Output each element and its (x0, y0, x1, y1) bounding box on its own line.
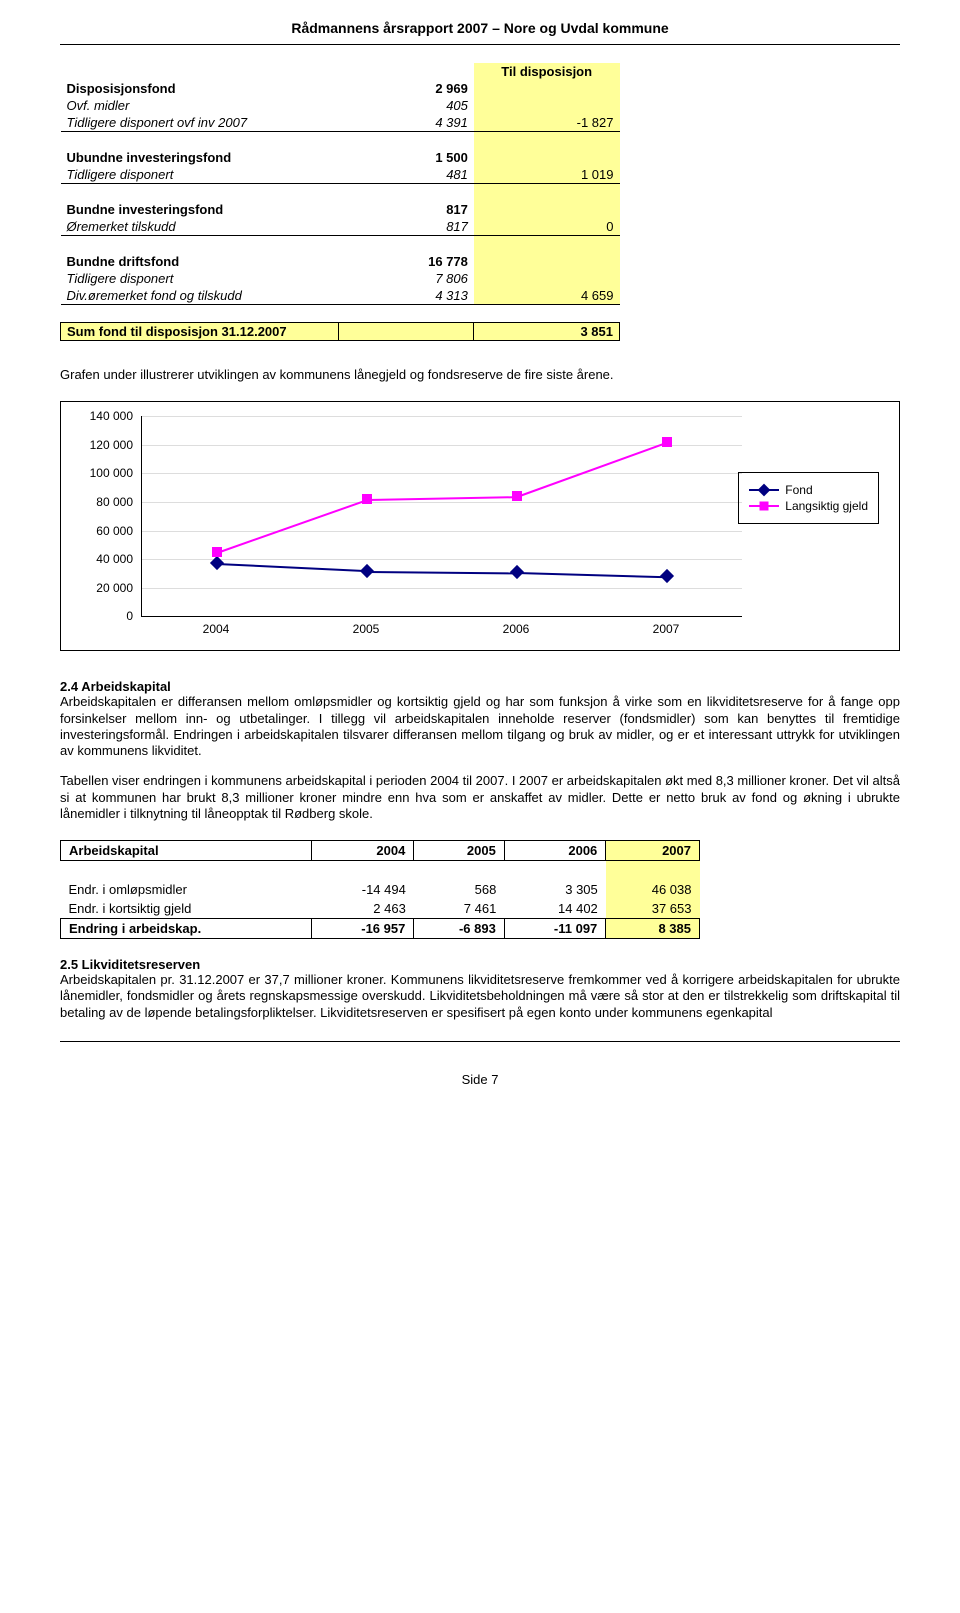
section-24-head: 2.4 Arbeidskapital (60, 679, 900, 694)
chart-legend: Fond Langsiktig gjeld (738, 472, 879, 524)
ubundne-tidl-v1: 481 (338, 166, 473, 184)
ak-r3-v0: -16 957 (311, 919, 414, 939)
div-oremerket-label: Div.øremerket fond og tilskudd (61, 287, 339, 305)
ak-r3-v3: 8 385 (606, 919, 700, 939)
ak-hdr-2007: 2007 (606, 841, 700, 861)
bundne-tidl-label: Tidligere disponert (61, 270, 339, 287)
ak-r1-v2: 3 305 (504, 880, 605, 899)
tidl-disp-ovf-v1: 4 391 (338, 114, 473, 132)
chart-y-tick: 120 000 (71, 438, 133, 452)
div-oremerket-v2: 4 659 (474, 287, 620, 305)
ak-r2-v3: 37 653 (606, 899, 700, 919)
ubundne-v1: 1 500 (338, 149, 473, 166)
chart-x-tick: 2005 (353, 622, 380, 636)
ak-hdr-2006: 2006 (504, 841, 605, 861)
ubundne-label: Ubundne investeringsfond (61, 149, 339, 166)
legend-lang: Langsiktig gjeld (785, 499, 868, 513)
ak-hdr-2004: 2004 (311, 841, 414, 861)
page-header: Rådmannens årsrapport 2007 – Nore og Uvd… (60, 20, 900, 36)
ak-r3-label: Endring i arbeidskap. (61, 919, 312, 939)
para-graph-intro: Grafen under illustrerer utviklingen av … (60, 367, 900, 383)
tidl-disp-ovf-label: Tidligere disponert ovf inv 2007 (61, 114, 339, 132)
ubundne-tidl-v2: 1 019 (474, 166, 620, 184)
bundne-inv-v1: 817 (338, 201, 473, 218)
ak-r2-label: Endr. i kortsiktig gjeld (61, 899, 312, 919)
ak-r3-v2: -11 097 (504, 919, 605, 939)
ak-hdr-2005: 2005 (414, 841, 505, 861)
ak-r1-v3: 46 038 (606, 880, 700, 899)
chart-y-tick: 60 000 (71, 524, 133, 538)
tidl-disp-ovf-v2: -1 827 (474, 114, 620, 132)
bundne-drift-label: Bundne driftsfond (61, 253, 339, 270)
chart-x-tick: 2007 (653, 622, 680, 636)
sum-fond-label: Sum fond til disposisjon 31.12.2007 (61, 323, 339, 341)
page-footer: Side 7 (60, 1072, 900, 1087)
ak-r1-v1: 568 (414, 880, 505, 899)
fund-table: Til disposisjon Disposisjonsfond 2 969 O… (60, 63, 620, 341)
section-25-head: 2.5 Likviditetsreserven (60, 957, 900, 972)
section-24-text2: Tabellen viser endringen i kommunens arb… (60, 773, 900, 822)
bundne-inv-label: Bundne investeringsfond (61, 201, 339, 218)
header-rule (60, 44, 900, 45)
ovf-midler-v1: 405 (338, 97, 473, 114)
ak-r2-v0: 2 463 (311, 899, 414, 919)
chart-x-tick: 2006 (503, 622, 530, 636)
ak-r3-v1: -6 893 (414, 919, 505, 939)
oremerket-v2: 0 (474, 218, 620, 236)
debt-fund-chart: Fond Langsiktig gjeld 0 20 000 40 000 60 00… (60, 401, 900, 651)
div-oremerket-v1: 4 313 (338, 287, 473, 305)
ak-r2-v1: 7 461 (414, 899, 505, 919)
fund-col-header: Til disposisjon (474, 63, 620, 80)
chart-y-tick: 40 000 (71, 552, 133, 566)
ubundne-tidl-label: Tidligere disponert (61, 166, 339, 184)
ak-hdr-label: Arbeidskapital (61, 841, 312, 861)
disposisjonsfond-v1: 2 969 (338, 80, 473, 97)
disposisjonsfond-label: Disposisjonsfond (61, 80, 339, 97)
legend-fond: Fond (785, 483, 812, 497)
bundne-drift-v1: 16 778 (338, 253, 473, 270)
oremerket-label: Øremerket tilskudd (61, 218, 339, 236)
chart-y-tick: 80 000 (71, 495, 133, 509)
chart-y-tick: 140 000 (71, 409, 133, 423)
oremerket-v1: 817 (338, 218, 473, 236)
bundne-tidl-v1: 7 806 (338, 270, 473, 287)
ak-r2-v2: 14 402 (504, 899, 605, 919)
chart-y-tick: 100 000 (71, 466, 133, 480)
section-25-text: Arbeidskapitalen pr. 31.12.2007 er 37,7 … (60, 972, 900, 1021)
ak-r1-label: Endr. i omløpsmidler (61, 880, 312, 899)
ovf-midler-label: Ovf. midler (61, 97, 339, 114)
ak-r1-v0: -14 494 (311, 880, 414, 899)
chart-x-tick: 2004 (203, 622, 230, 636)
chart-y-tick: 0 (71, 609, 133, 623)
arbeidskapital-table: Arbeidskapital 2004 2005 2006 2007 Endr.… (60, 840, 700, 939)
chart-y-tick: 20 000 (71, 581, 133, 595)
footer-rule (60, 1041, 900, 1042)
section-24-text: Arbeidskapitalen er differansen mellom o… (60, 694, 900, 759)
sum-fond-v2: 3 851 (474, 323, 620, 341)
